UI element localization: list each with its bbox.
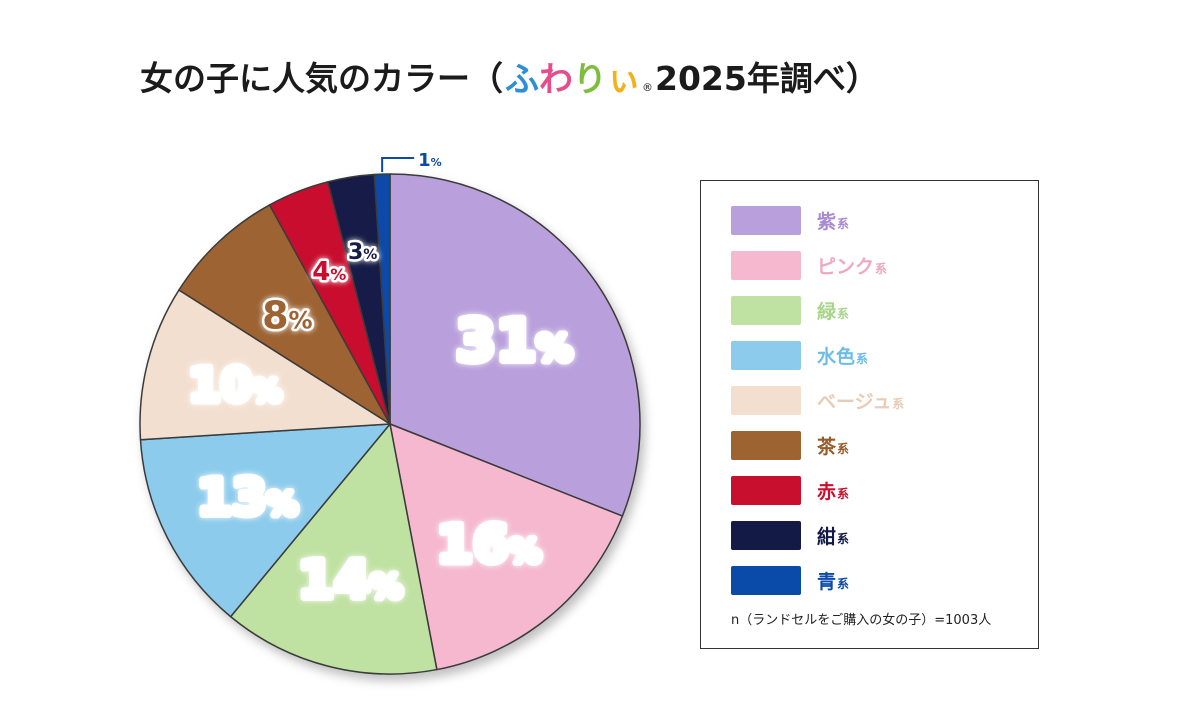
legend-item: 赤系 xyxy=(731,475,849,505)
legend-swatch xyxy=(731,250,801,280)
brand-char-2: わ xyxy=(539,59,573,100)
legend-item: 紫系 xyxy=(731,205,849,235)
legend-swatch xyxy=(731,205,801,235)
legend-label: 赤系 xyxy=(817,477,849,504)
legend-swatch xyxy=(731,385,801,415)
legend-label-main: 水色 xyxy=(817,345,856,368)
brand-char-4: ぃ xyxy=(607,59,641,100)
legend-label-suffix: 系 xyxy=(837,576,850,591)
legend-swatch xyxy=(731,430,801,460)
pie-slice-3 xyxy=(229,423,438,675)
pie-label-3: 14% xyxy=(298,551,402,611)
brand-char-3: り xyxy=(573,59,607,100)
legend-label-main: 緑 xyxy=(817,300,837,323)
pie-label-7: 4% xyxy=(312,257,346,287)
pie-slices xyxy=(139,173,641,675)
legend-label-main: 紺 xyxy=(817,525,837,548)
legend: 紫系 ピンク系 緑系 水色系 ベージュ系 茶系 赤系 紺系 青系 n（ランドセルをご購入の女の子… xyxy=(700,180,1039,649)
legend-label: 紫系 xyxy=(817,207,849,234)
legend-label-suffix: 系 xyxy=(892,396,905,411)
legend-label-suffix: 系 xyxy=(837,486,850,501)
legend-swatch xyxy=(731,475,801,505)
legend-swatch xyxy=(731,565,801,595)
brand-char-1: ふ xyxy=(505,59,539,100)
legend-swatch xyxy=(731,340,801,370)
pie-label-6: 8% xyxy=(262,293,313,337)
legend-label: 緑系 xyxy=(817,297,849,324)
legend-item: 紺系 xyxy=(731,520,849,550)
chart-title: 女の子に人気のカラー（ ふ わ り ぃ ® 2025年調べ） xyxy=(140,48,879,104)
legend-label: ベージュ系 xyxy=(817,387,904,414)
legend-label: ピンク系 xyxy=(817,252,887,279)
leader-line xyxy=(381,157,415,173)
pie-label-8: 3% xyxy=(348,240,377,265)
legend-swatch xyxy=(731,520,801,550)
legend-item: 緑系 xyxy=(731,295,849,325)
brand-logo: ふ わ り ぃ ® xyxy=(505,52,653,101)
registered-mark: ® xyxy=(642,80,653,94)
pie-slice-1 xyxy=(389,173,641,517)
pie-slice-6 xyxy=(178,204,391,425)
legend-label-main: 赤 xyxy=(817,480,837,503)
legend-label: 青系 xyxy=(817,567,849,594)
legend-label-main: 茶 xyxy=(817,435,837,458)
pie-label-9: 1% xyxy=(418,150,442,171)
legend-item: ベージュ系 xyxy=(731,385,904,415)
legend-label-suffix: 系 xyxy=(837,531,850,546)
pie-label-2: 16% xyxy=(437,515,541,575)
legend-label-main: ピンク xyxy=(817,255,875,278)
title-prefix: 女の子に人気のカラー（ xyxy=(140,59,503,98)
pie-label-5: 10% xyxy=(188,358,281,412)
pie-slice-5 xyxy=(139,289,391,441)
legend-label: 茶系 xyxy=(817,432,849,459)
sample-size-note: n（ランドセルをご購入の女の子）=1003人 xyxy=(731,613,992,628)
legend-item: 青系 xyxy=(731,565,849,595)
legend-label-suffix: 系 xyxy=(837,306,850,321)
legend-swatch xyxy=(731,295,801,325)
legend-item: 茶系 xyxy=(731,430,849,460)
legend-label-main: 青 xyxy=(817,570,837,593)
legend-item: 水色系 xyxy=(731,340,868,370)
legend-label-suffix: 系 xyxy=(837,216,850,231)
legend-label: 紺系 xyxy=(817,522,849,549)
legend-label: 水色系 xyxy=(817,342,868,369)
pie-label-1: 31% xyxy=(456,307,573,375)
legend-item: ピンク系 xyxy=(731,250,887,280)
legend-label-main: ベージュ xyxy=(817,390,892,413)
pie-slice-4 xyxy=(139,423,391,618)
legend-label-main: 紫 xyxy=(817,210,837,233)
pie-slice-2 xyxy=(389,423,624,671)
pie-label-4: 13% xyxy=(197,469,298,527)
pie-labels: 31% 16% 14%13% 10% 8% 4%3% 1% xyxy=(185,148,576,615)
legend-label-suffix: 系 xyxy=(837,441,850,456)
title-suffix: 2025年調べ） xyxy=(655,59,879,98)
legend-label-suffix: 系 xyxy=(875,261,888,276)
pie-slice-9 xyxy=(373,173,391,425)
legend-label-suffix: 系 xyxy=(856,351,869,366)
